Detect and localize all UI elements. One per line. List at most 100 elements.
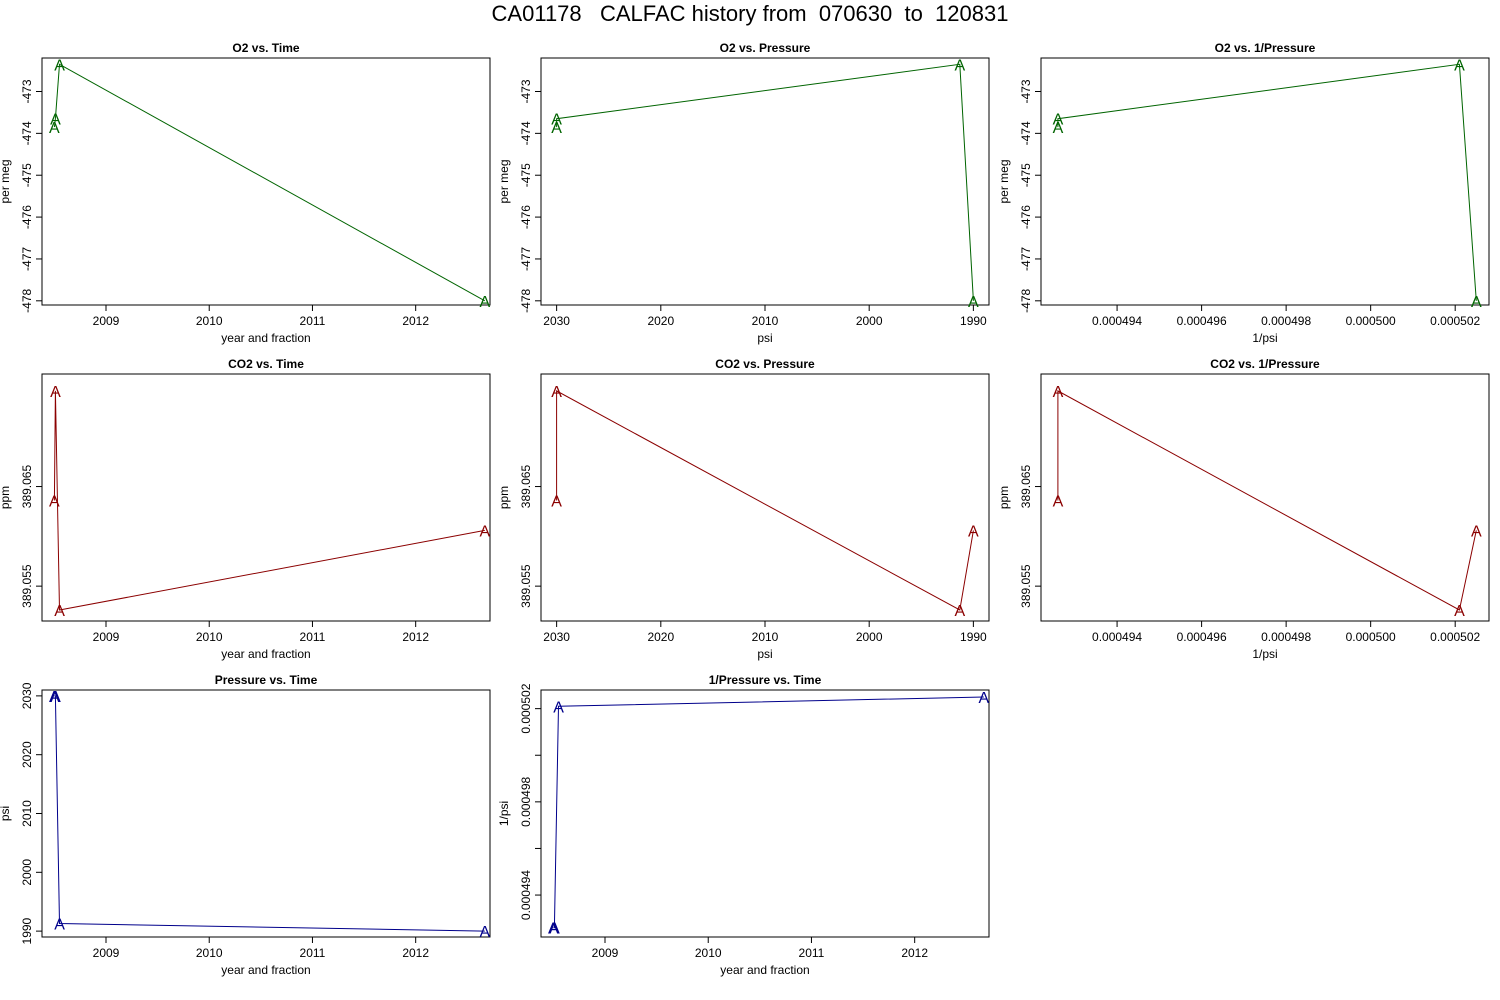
x-axis-label: year and fraction	[720, 963, 809, 977]
panel-title: CO2 vs. Time	[228, 357, 304, 371]
data-point: A	[968, 523, 979, 540]
y-tick-label: -475	[519, 163, 533, 187]
series-line	[1057, 63, 1477, 301]
panel-pressure-vs-time: Pressure vs. Time 2009 2010 2011 2012 year an…	[0, 673, 491, 977]
x-tick-label: 2011	[300, 630, 326, 644]
y-axis-label: ppm	[497, 486, 511, 509]
x-tick-label: 2010	[196, 946, 223, 960]
x-tick-label: 1990	[960, 630, 987, 644]
plot-frame	[540, 689, 990, 938]
y-tick-label: 389.055	[20, 564, 34, 608]
data-point: A	[50, 384, 61, 401]
data-point: A	[49, 493, 60, 510]
x-tick-label: 0.000494	[1092, 314, 1142, 328]
y-tick-label: -476	[1019, 205, 1033, 229]
x-tick-label: 0.000502	[1430, 314, 1480, 328]
y-tick-label: -473	[20, 79, 34, 103]
y-tick-label: -473	[1019, 79, 1033, 103]
data-point: A	[480, 924, 491, 941]
x-tick-label: 0.000496	[1177, 314, 1227, 328]
x-tick-label: 2009	[93, 314, 120, 328]
y-axis-label: psi	[0, 806, 12, 821]
panel-o2-vs-1-pressure: O2 vs. 1/Pressure 0.000494 0.000496 0.00049…	[997, 41, 1490, 345]
x-tick-label: 2009	[93, 630, 120, 644]
x-tick-label: 2000	[856, 630, 883, 644]
data-point: A	[480, 523, 491, 540]
x-tick-label: 2010	[752, 314, 779, 328]
data-point: A	[548, 921, 559, 938]
y-tick-label: -477	[1019, 247, 1033, 271]
series-line	[1057, 390, 1477, 611]
panel-o2-vs-time: O2 vs. Time 2009 2010 2011 2012 year and frac…	[0, 41, 491, 345]
data-point: A	[549, 921, 560, 938]
series-line	[553, 696, 984, 929]
plot-frame	[1040, 57, 1490, 306]
x-tick-label: 0.000500	[1346, 314, 1396, 328]
x-tick-label: 0.000498	[1261, 630, 1311, 644]
y-axis-label: ppm	[997, 486, 1011, 509]
plot-frame	[540, 373, 990, 622]
plot-frame	[1040, 373, 1490, 622]
y-tick-label: 389.065	[519, 465, 533, 509]
y-tick-label: 0.000498	[519, 777, 533, 827]
x-tick-label: 2030	[543, 630, 570, 644]
data-point: A	[54, 916, 65, 933]
x-tick-label: 0.000500	[1346, 630, 1396, 644]
data-point: A	[968, 294, 979, 311]
x-tick-label: 0.000496	[1177, 630, 1227, 644]
y-tick-label: -478	[519, 288, 533, 312]
y-axis-label: per meg	[0, 159, 12, 203]
data-point: A	[50, 689, 61, 706]
data-point: A	[553, 699, 564, 716]
data-point: A	[54, 603, 65, 620]
panel-title: CO2 vs. Pressure	[715, 357, 815, 371]
y-tick-label: -477	[519, 247, 533, 271]
panel-title: O2 vs. Time	[232, 41, 299, 55]
series-line	[54, 695, 485, 932]
x-tick-label: 2010	[752, 630, 779, 644]
y-axis-label: per meg	[497, 159, 511, 203]
plot-frame	[41, 689, 491, 938]
data-point: A	[1454, 57, 1465, 74]
y-tick-label: -474	[1019, 121, 1033, 145]
data-point: A	[551, 112, 562, 129]
x-tick-label: 2010	[196, 314, 223, 328]
panel-o2-vs-pressure: O2 vs. Pressure 2030 2020 2010 2000 1990 psi -4…	[497, 41, 990, 345]
x-tick-label: 2020	[647, 630, 674, 644]
x-tick-label: 2011	[799, 946, 825, 960]
x-tick-label: 0.000502	[1430, 630, 1480, 644]
x-tick-label: 2009	[592, 946, 619, 960]
y-tick-label: 2030	[20, 682, 34, 709]
series-line	[53, 390, 485, 611]
y-tick-label: 389.055	[1019, 564, 1033, 608]
series-line	[53, 63, 486, 302]
x-tick-label: 2010	[196, 630, 223, 644]
y-tick-label: 389.065	[20, 465, 34, 509]
panel-title: O2 vs. 1/Pressure	[1215, 41, 1316, 55]
y-tick-label: 2020	[20, 741, 34, 768]
y-tick-label: -474	[20, 121, 34, 145]
panel-title: O2 vs. Pressure	[720, 41, 811, 55]
x-tick-label: 0.000498	[1261, 314, 1311, 328]
data-point: A	[1471, 523, 1482, 540]
x-tick-label: 0.000494	[1092, 630, 1142, 644]
data-point: A	[54, 57, 65, 74]
data-point: A	[480, 294, 491, 311]
panel-title: Pressure vs. Time	[215, 673, 318, 687]
x-tick-label: 2030	[543, 314, 570, 328]
y-tick-label: 0.000502	[519, 683, 533, 733]
data-point: A	[49, 689, 60, 706]
data-point: A	[551, 120, 562, 137]
y-tick-label: 2000	[20, 859, 34, 886]
series-line	[556, 390, 974, 611]
y-tick-label: -474	[519, 121, 533, 145]
x-tick-label: 2012	[402, 314, 429, 328]
data-point: A	[1471, 294, 1482, 311]
x-axis-label: psi	[757, 331, 772, 345]
panel-co2-vs-1-pressure: CO2 vs. 1/Pressure 0.000494 0.000496 0.0004…	[997, 357, 1490, 661]
x-tick-label: 2020	[647, 314, 674, 328]
plot-frame	[41, 373, 491, 622]
y-tick-label: 389.055	[519, 564, 533, 608]
x-axis-label: psi	[757, 647, 772, 661]
